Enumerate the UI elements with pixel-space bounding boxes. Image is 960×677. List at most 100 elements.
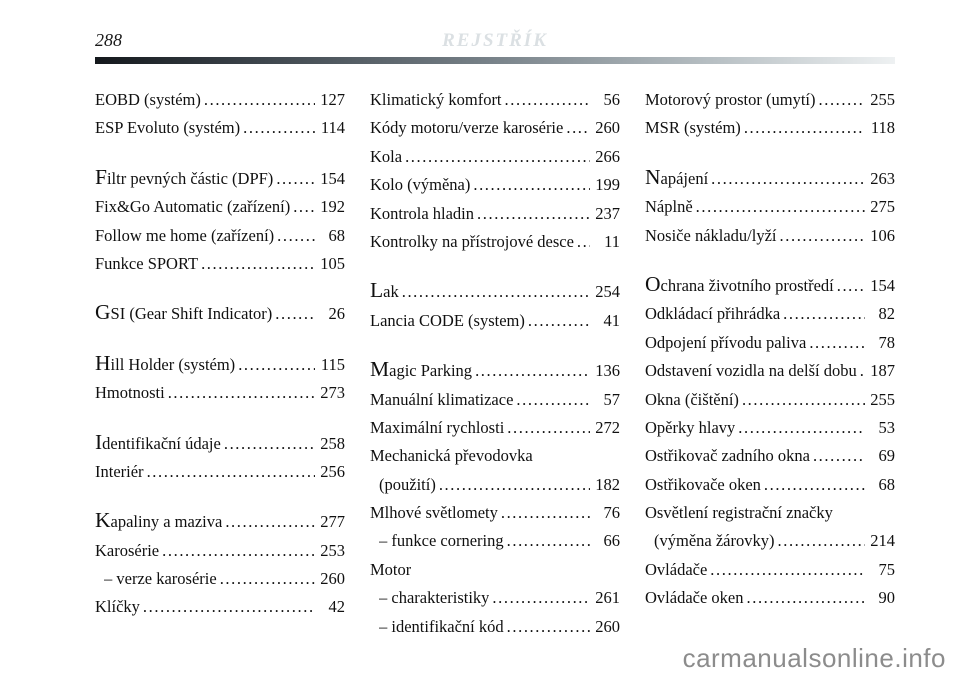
leader-dots: ........................................… [710, 559, 865, 579]
entry-label: Funkce SPORT [95, 253, 199, 273]
entry-label: Kódy motoru/verze karosérie [370, 118, 564, 138]
entry-initial-capital: I [95, 429, 103, 454]
leader-dots: ........................................… [711, 168, 865, 188]
index-entry: Náplně..................................… [645, 193, 895, 221]
index-entry: EOBD (systém)...........................… [95, 86, 345, 114]
leader-dots: ........................................… [146, 461, 315, 481]
entry-label: Lak [370, 278, 399, 306]
leader-dots: ........................................… [506, 531, 590, 551]
entry-label: – funkce cornering [379, 531, 504, 551]
index-entry: Odstavení vozidla na delší dobu.........… [645, 357, 895, 385]
entry-page-number: 275 [870, 197, 895, 217]
entry-label-rest: iltr pevných částic (DPF) [106, 168, 274, 188]
leader-dots: ........................................… [473, 175, 590, 195]
entry-page-number: 187 [870, 361, 895, 381]
leader-dots: ........................................… [812, 446, 865, 466]
entry-label: Mechanická převodovka [370, 446, 533, 466]
entry-label-rest: SI (Gear Shift Indicator) [110, 304, 273, 324]
entry-label: – verze karosérie [104, 569, 217, 589]
leader-dots: ........................................… [809, 332, 865, 352]
entry-label: Hill Holder (systém) [95, 351, 235, 379]
entry-label: Odstavení vozidla na delší dobu [645, 361, 857, 381]
index-entry: Ovládače................................… [645, 556, 895, 584]
entry-page-number: 136 [595, 361, 620, 381]
entry-label: Osvětlení registrační značky [645, 503, 833, 523]
entry-label: Lancia CODE (system) [370, 310, 525, 330]
entry-label: Opěrky hlavy [645, 417, 736, 437]
index-columns: EOBD (systém)...........................… [95, 86, 895, 641]
entry-page-number: 260 [595, 616, 620, 636]
leader-dots: ........................................… [779, 225, 865, 245]
entry-label: ESP Evoluto (systém) [95, 118, 241, 138]
leader-dots: ........................................… [500, 503, 590, 523]
entry-page-number: 154 [870, 275, 895, 295]
index-entry: Nosiče nákladu/lyží.....................… [645, 222, 895, 250]
entry-page-number: 258 [320, 433, 345, 453]
entry-page-number: 41 [603, 310, 621, 330]
entry-label: Identifikační údaje [95, 430, 221, 458]
entry-page-number: 106 [870, 225, 895, 245]
entry-page-number: 69 [878, 446, 896, 466]
entry-page-number: 192 [320, 197, 345, 217]
entry-page-number: 53 [878, 417, 896, 437]
entry-page-number: 272 [595, 417, 620, 437]
index-entry: ESP Evoluto (systém)....................… [95, 114, 345, 142]
index-column: Klimatický komfort......................… [370, 86, 620, 641]
entry-page-number: 42 [328, 597, 346, 617]
leader-dots: ........................................… [859, 361, 865, 381]
entry-label: MSR (systém) [645, 118, 741, 138]
index-entry: – charakteristiky.......................… [370, 584, 620, 612]
entry-label: Kontrola hladin [370, 203, 475, 223]
entry-page-number: 260 [595, 118, 620, 138]
entry-label: Náplně [645, 197, 693, 217]
index-entry: – identifikační kód.....................… [370, 613, 620, 641]
index-entry: Kolo (výměna)...........................… [370, 171, 620, 199]
leader-dots: ........................................… [167, 383, 315, 403]
entry-label: Mlhové světlomety [370, 503, 498, 523]
watermark: carmanualsonline.info [682, 643, 946, 673]
leader-dots: ........................................… [507, 417, 590, 437]
index-entry: Lancia CODE (system)....................… [370, 307, 620, 335]
entry-label: Ochrana životního prostředí [645, 272, 834, 300]
entry-page-number: 82 [878, 304, 896, 324]
entry-label: Motor [370, 559, 412, 579]
entry-label: Kapaliny a maziva [95, 508, 222, 536]
entry-label-rest: apájení [660, 168, 709, 188]
index-entry: Identifikační údaje.....................… [95, 430, 345, 458]
index-entry: Osvětlení registrační značky [645, 499, 895, 527]
index-column: EOBD (systém)...........................… [95, 86, 345, 641]
entry-label-rest: ill Holder (systém) [110, 354, 236, 374]
index-entry: Klíčky..................................… [95, 593, 345, 621]
leader-dots: ........................................… [243, 118, 315, 138]
leader-dots: ........................................… [219, 569, 315, 589]
index-entry: Mlhové světlomety.......................… [370, 499, 620, 527]
entry-label: – identifikační kód [379, 616, 504, 636]
entry-page-number: 78 [878, 332, 896, 352]
index-entry: Filtr pevných částic (DPF)..............… [95, 165, 345, 193]
index-entry: – verze karosérie.......................… [95, 565, 345, 593]
leader-dots: ........................................… [293, 197, 315, 217]
entry-label: Ostřikovač zadního okna [645, 446, 810, 466]
index-entry: MSR (systém)............................… [645, 114, 895, 142]
index-entry: Fix&Go Automatic (zařízení).............… [95, 193, 345, 221]
leader-dots: ........................................… [763, 474, 865, 494]
entry-page-number: 105 [320, 253, 345, 273]
entry-page-number: 115 [320, 354, 345, 374]
entry-label: Filtr pevných částic (DPF) [95, 165, 273, 193]
entry-label: Motorový prostor (umytí) [645, 90, 816, 109]
index-entry: – funkce cornering......................… [370, 527, 620, 555]
entry-label: Klimatický komfort [370, 90, 502, 109]
leader-dots: ........................................… [695, 197, 865, 217]
entry-initial-capital: F [95, 164, 107, 189]
entry-label: Hmotnosti [95, 383, 165, 403]
index-entry: Lak.....................................… [370, 278, 620, 306]
leader-dots: ........................................… [401, 282, 590, 302]
entry-label: Ostřikovače oken [645, 474, 761, 494]
entry-label-rest: agic Parking [389, 361, 473, 381]
leader-dots: ........................................… [203, 90, 315, 109]
entry-label: Odkládací přihrádka [645, 304, 781, 324]
index-entry: Interiér................................… [95, 458, 345, 486]
leader-dots: ........................................… [438, 474, 590, 494]
entry-page-number: 263 [870, 168, 895, 188]
